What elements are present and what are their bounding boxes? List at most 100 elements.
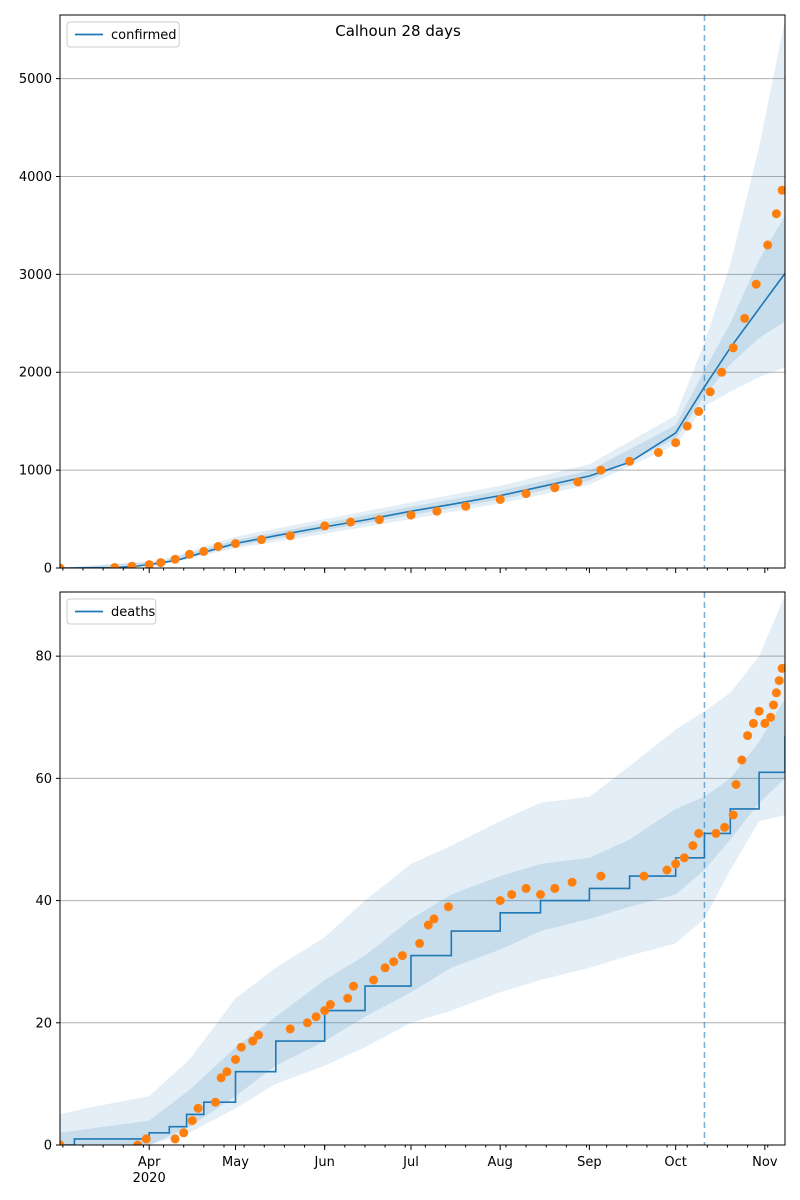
observed-point [771, 688, 781, 698]
observed-point [461, 501, 471, 511]
observed-point [777, 185, 785, 195]
y-tick-label: 40 [35, 894, 52, 909]
observed-point [397, 951, 407, 961]
y-tick-label: 80 [35, 650, 52, 665]
y-tick-label: 20 [35, 1016, 52, 1031]
observed-point [60, 563, 65, 568]
observed-point [694, 406, 704, 416]
observed-point [144, 560, 154, 568]
observed-point [187, 1116, 197, 1126]
observed-point [662, 865, 672, 875]
observed-point [521, 883, 531, 893]
axes-frame [59, 591, 786, 1146]
observed-point [682, 421, 692, 431]
observed-point [231, 539, 240, 548]
legend [66, 21, 180, 48]
observed-point [567, 877, 577, 887]
observed-point [256, 535, 266, 545]
observed-point [720, 822, 730, 832]
observed-point [216, 1073, 226, 1083]
observed-point [133, 1140, 143, 1145]
observed-point [769, 700, 778, 710]
observed-point [671, 859, 681, 869]
observed-point [771, 209, 781, 219]
observed-point [369, 975, 379, 985]
observed-point [406, 510, 416, 520]
observed-point [60, 1140, 65, 1145]
y-tick-label: 0 [44, 562, 52, 577]
legend [66, 598, 157, 625]
observed-point [728, 343, 738, 353]
observed-point [199, 546, 209, 556]
x-tick-label: Nov [752, 1155, 778, 1170]
observed-point [346, 517, 356, 527]
observed-point [193, 1103, 203, 1113]
observed-point [248, 1036, 258, 1046]
y-tick-label: 3000 [19, 268, 52, 283]
y-tick-label: 0 [44, 1139, 52, 1154]
observed-point [320, 1006, 330, 1016]
observed-point [777, 663, 785, 673]
confirmed-band-outer [60, 19, 785, 568]
observed-point [389, 957, 399, 967]
x-tick-label: Jun [314, 1155, 335, 1170]
observed-point [711, 828, 721, 838]
observed-point [236, 1042, 246, 1052]
x-tick-label: Sep [577, 1155, 602, 1170]
observed-point [760, 718, 770, 728]
observed-point [688, 841, 698, 851]
observed-point [766, 712, 776, 722]
observed-point [185, 549, 194, 559]
observed-point [231, 1055, 240, 1064]
observed-point [728, 810, 738, 820]
legend-label: confirmed [111, 28, 177, 43]
observed-point [573, 477, 583, 487]
observed-point [302, 1018, 312, 1028]
observed-point [774, 676, 784, 686]
y-tick-label: 2000 [19, 366, 52, 381]
x-tick-label: Oct [664, 1155, 686, 1170]
observed-point [679, 853, 689, 863]
observed-point [751, 279, 761, 289]
observed-point [748, 718, 758, 728]
legend-label: deaths [111, 605, 156, 620]
y-tick-label: 60 [35, 772, 52, 787]
observed-point [374, 515, 384, 525]
observed-point [210, 1097, 220, 1107]
observed-point [429, 914, 439, 924]
observed-point [737, 755, 747, 765]
observed-point [507, 890, 517, 899]
observed-point [596, 465, 606, 475]
x-tick-label: Jul [402, 1155, 419, 1170]
observed-point [443, 902, 453, 912]
observed-point [536, 890, 545, 899]
deaths-band-inner [60, 698, 785, 1145]
observed-point [222, 1067, 232, 1077]
confirmed-chart-panel: 0 1000 2000 3000 4000 5000 confirmed [19, 14, 786, 577]
y-tick-label: 1000 [19, 464, 52, 479]
axes-frame [59, 14, 786, 569]
observed-point [754, 706, 764, 716]
observed-point [495, 896, 505, 906]
observed-point [550, 883, 560, 893]
observed-point [110, 563, 120, 568]
observed-point [596, 871, 606, 881]
observed-point [671, 438, 681, 448]
observed-point [639, 871, 649, 881]
figure-title: Calhoun 28 days [335, 22, 461, 40]
observed-point [343, 993, 353, 1003]
observed-point [285, 1024, 295, 1034]
observed-point [653, 448, 663, 457]
observed-point [127, 561, 137, 568]
observed-point [325, 1000, 335, 1009]
observed-point [156, 558, 166, 568]
observed-point [743, 731, 753, 741]
observed-point [705, 387, 715, 397]
y-tick-label: 4000 [19, 170, 52, 185]
observed-point [213, 542, 223, 551]
x-tick-label: Aug [487, 1155, 512, 1170]
observed-point [320, 521, 330, 531]
observed-point [694, 828, 704, 838]
